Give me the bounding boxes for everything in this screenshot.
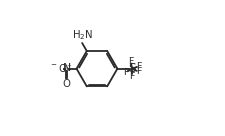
Text: O: O — [62, 79, 70, 89]
Text: N: N — [62, 63, 70, 73]
Text: H$_2$N: H$_2$N — [72, 28, 93, 42]
Text: F: F — [122, 68, 128, 77]
Text: +: + — [66, 63, 71, 68]
Text: S: S — [128, 62, 135, 75]
Text: F: F — [129, 72, 134, 81]
Text: $^-$O: $^-$O — [49, 62, 67, 74]
Text: F: F — [136, 67, 141, 76]
Text: F: F — [128, 57, 133, 66]
Text: F: F — [136, 62, 141, 71]
